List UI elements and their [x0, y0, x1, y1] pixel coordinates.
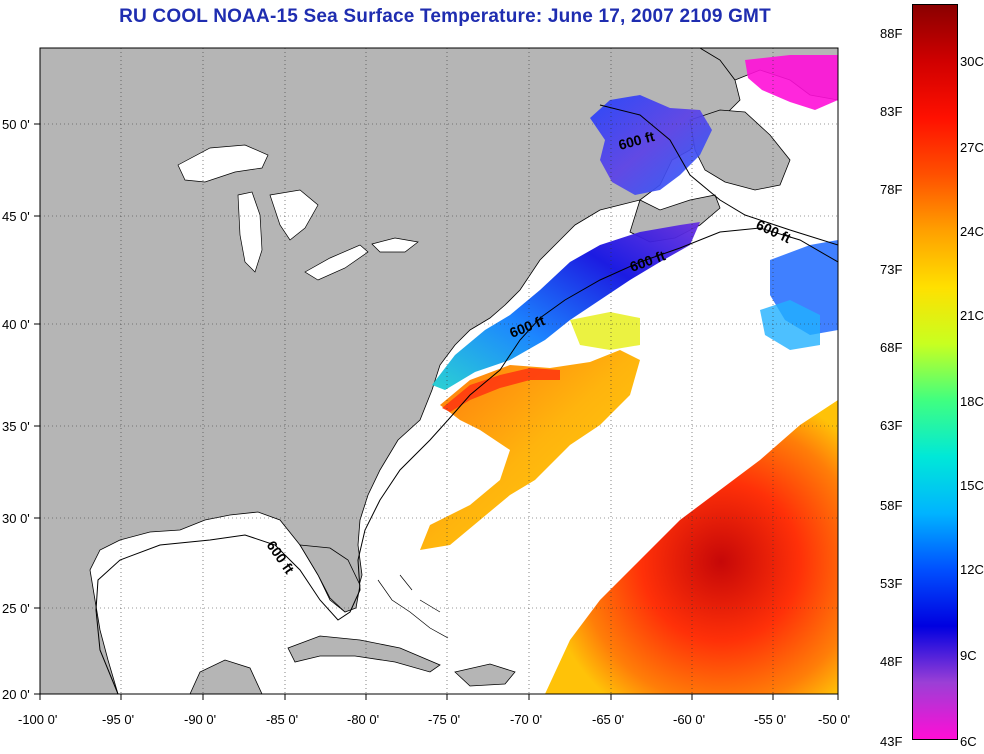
lake-huron [269, 189, 319, 241]
sst-shelf-cold [432, 222, 700, 390]
colorbar-label-f: 78F [880, 182, 903, 197]
tick-marks [34, 123, 839, 700]
map-frame [39, 47, 839, 695]
bahamas-outline [377, 574, 449, 639]
colorbar-label-f: 83F [880, 104, 903, 119]
lat-tick-label: 30 0' [2, 511, 30, 526]
sst-warm-sargasso [545, 400, 838, 694]
lake-superior [177, 144, 269, 183]
sst-east-cyan [760, 300, 820, 350]
sst-gulf-of-maine [590, 95, 712, 195]
lon-tick-label: -55 0' [754, 712, 786, 727]
colorbar-label-f: 88F [880, 26, 903, 41]
lake-michigan [237, 191, 263, 273]
lat-tick-label: 25 0' [2, 601, 30, 616]
colorbar-label-f: 68F [880, 340, 903, 355]
land-cuba [287, 635, 441, 673]
contour-600ft [95, 227, 838, 694]
lon-tick-label: -80 0' [347, 712, 379, 727]
colorbar-label-f: 43F [880, 734, 903, 749]
lake-ontario [371, 237, 419, 253]
lat-tick-label: 40 0' [2, 317, 30, 332]
sst-labrador-magenta [745, 55, 838, 110]
colorbar-label-c: 21C [960, 308, 984, 323]
lon-tick-label: -70 0' [510, 712, 542, 727]
land-hispaniola [454, 663, 516, 687]
lon-tick-label: -75 0' [428, 712, 460, 727]
sst-warm-edge [442, 368, 560, 412]
lon-tick-label: -65 0' [592, 712, 624, 727]
lat-tick-label: 50 0' [2, 117, 30, 132]
colorbar-label-c: 6C [960, 734, 977, 749]
lat-tick-label: 45 0' [2, 209, 30, 224]
map-title: RU COOL NOAA-15 Sea Surface Temperature:… [119, 6, 771, 27]
lon-tick-label: -50 0' [818, 712, 850, 727]
lake-erie [304, 244, 369, 281]
sst-yellow-patch [570, 312, 640, 350]
land-yucatan [189, 659, 263, 694]
colorbar-label-f: 58F [880, 498, 903, 513]
colorbar-label-f: 63F [880, 418, 903, 433]
graticule [40, 48, 838, 694]
colorbar-label-c: 12C [960, 562, 984, 577]
contour-600ft-north [599, 104, 838, 246]
colorbar-label-c: 24C [960, 224, 984, 239]
colorbar-label-f: 48F [880, 654, 903, 669]
colorbar-label-f: 53F [880, 576, 903, 591]
land-newfoundland [689, 109, 791, 191]
colorbar-label-f: 73F [880, 262, 903, 277]
lon-tick-label: -85 0' [266, 712, 298, 727]
temperature-colorbar [912, 4, 958, 740]
lat-tick-label: 20 0' [2, 687, 30, 702]
colorbar-label-c: 15C [960, 478, 984, 493]
lon-tick-label: -90 0' [184, 712, 216, 727]
colorbar-label-c: 9C [960, 648, 977, 663]
colorbar-label-c: 18C [960, 394, 984, 409]
colorbar-label-c: 27C [960, 140, 984, 155]
lon-tick-label: -60 0' [673, 712, 705, 727]
sst-gulfstream-region [420, 350, 640, 550]
lon-tick-label: -100 0' [18, 712, 57, 727]
colorbar-label-c: 30C [960, 54, 984, 69]
lon-tick-label: -95 0' [102, 712, 134, 727]
lat-tick-label: 35 0' [2, 419, 30, 434]
